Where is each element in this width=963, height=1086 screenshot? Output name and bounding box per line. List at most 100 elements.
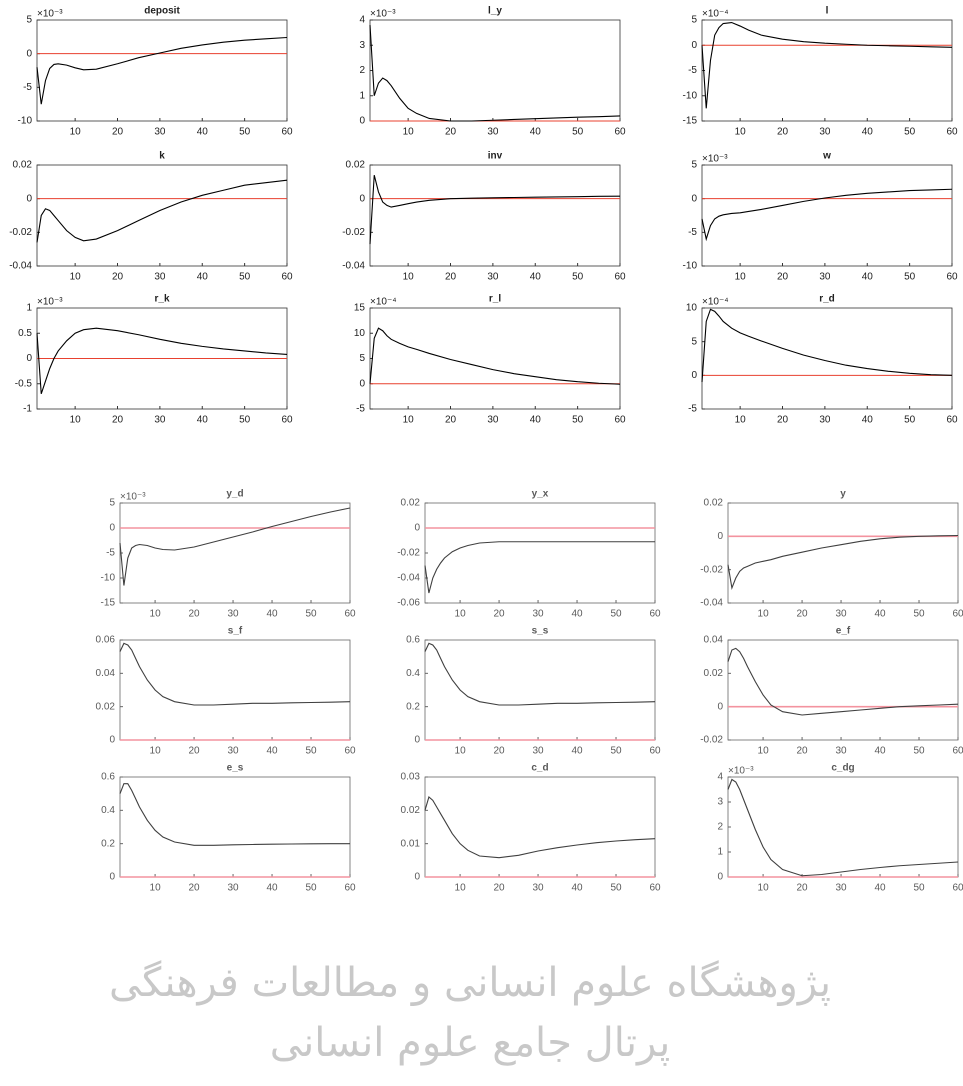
subplot: -0.04 -0.02 0 0.02 10 20 30 40 50 60 inv [342,151,626,283]
x-tick-label: 50 [913,746,925,757]
subplot-title: s_f [228,626,243,637]
plot-frame [369,164,621,267]
subplot-title: y [840,489,846,500]
x-tick-label: 30 [154,272,166,283]
response-line [36,179,288,243]
response-line [369,327,621,385]
y-tick-label: 0 [109,735,115,746]
y-tick-label: 0 [691,40,697,51]
y-tick-label: 1 [359,90,365,101]
plot-frame [727,639,959,741]
x-tick-label: 10 [758,746,770,757]
plot-frame [727,776,959,878]
x-tick-label: 20 [445,127,457,138]
y-tick-label: 0.5 [18,328,32,339]
y-tick-label: 3 [359,40,365,51]
y-tick-label: 0.02 [346,160,366,171]
y-tick-label: 0 [691,370,697,381]
x-tick-label: 50 [572,127,584,138]
y-tick-label: 3 [717,797,723,808]
x-tick-label: 40 [197,127,209,138]
y-tick-label: 0 [414,735,420,746]
subplot-title: inv [488,151,503,162]
x-tick-label: 10 [70,415,82,426]
x-tick-label: 50 [239,272,251,283]
subplot: -0.02 0 0.02 0.04 10 20 30 40 50 60 e_f [700,626,963,757]
y-tick-label: 10 [354,328,366,339]
y-tick-label: 1 [26,303,32,314]
x-tick-label: 10 [150,883,162,894]
plot-frame [36,164,288,267]
x-tick-label: 10 [758,609,770,620]
subplot-title: deposit [144,6,180,17]
subplot: 0 0.02 0.04 0.06 10 20 30 40 50 60 s_f [96,626,356,757]
x-tick-label: 30 [835,746,847,757]
subplot-title: r_k [154,294,169,305]
subplot: 0 0.2 0.4 0.6 10 20 30 40 50 60 s_s [406,626,661,757]
axis-exponent: ×10⁻³ [120,492,146,503]
x-tick-label: 30 [835,883,847,894]
y-tick-label: 5 [691,160,697,171]
x-tick-label: 10 [150,609,162,620]
x-tick-label: 50 [572,272,584,283]
subplot: 0 1 2 3 4 10 20 30 40 50 60 c_dg ×10⁻³ [717,763,963,894]
y-tick-label: -10 [683,90,698,101]
x-tick-label: 60 [614,415,626,426]
y-tick-label: 0.01 [401,838,421,849]
x-tick-label: 30 [532,609,544,620]
axis-exponent: ×10⁻⁴ [702,9,729,20]
subplot: 0 0.2 0.4 0.6 10 20 30 40 50 60 e_s [101,763,356,894]
x-tick-label: 40 [874,883,886,894]
y-tick-label: 0.02 [96,701,116,712]
subplot-title: r_l [489,294,501,305]
y-tick-label: 0 [109,872,115,883]
x-tick-label: 20 [494,609,506,620]
x-tick-label: 40 [530,415,542,426]
x-tick-label: 60 [952,609,963,620]
plot-frame [369,19,621,122]
x-tick-label: 50 [305,609,317,620]
y-tick-label: -10 [101,573,116,584]
y-tick-label: 0 [414,872,420,883]
x-tick-label: 40 [530,272,542,283]
x-tick-label: 20 [777,415,789,426]
x-tick-label: 60 [946,127,958,138]
y-tick-label: 0.4 [101,805,115,816]
x-tick-label: 30 [819,415,831,426]
x-tick-label: 40 [530,127,542,138]
subplot-title: y_d [226,489,243,500]
x-tick-label: 60 [344,746,356,757]
x-tick-label: 10 [735,127,747,138]
y-tick-label: 5 [691,336,697,347]
y-tick-label: 0 [717,872,723,883]
watermark: پژوهشگاه علوم انسانی و مطالعات فرهنگی [109,960,831,1006]
response-line [36,327,288,395]
y-tick-label: 0 [717,531,723,542]
response-line [424,541,655,594]
x-tick-label: 30 [487,415,499,426]
y-tick-label: 2 [717,822,723,833]
x-tick-label: 40 [862,127,874,138]
x-tick-label: 50 [239,127,251,138]
y-tick-label: -0.02 [700,735,723,746]
y-tick-label: -5 [688,404,697,415]
subplot: -0.04 -0.02 0 0.02 10 20 30 40 50 60 y [700,489,963,620]
y-tick-label: -5 [688,65,697,76]
axis-exponent: ×10⁻³ [37,297,63,308]
y-tick-label: 0 [359,116,365,127]
x-tick-label: 10 [403,127,415,138]
x-tick-label: 30 [819,127,831,138]
x-tick-label: 20 [189,609,201,620]
y-tick-label: -0.04 [9,261,32,272]
subplot: -15 -10 -5 0 5 10 20 30 40 50 60 y_d ×10⁻³ [101,489,356,620]
plot-frame [424,639,656,741]
x-tick-label: 10 [70,127,82,138]
x-tick-label: 50 [913,609,925,620]
x-tick-label: 20 [797,609,809,620]
response-line [701,308,953,383]
x-tick-label: 60 [614,272,626,283]
y-tick-label: 5 [109,498,115,509]
x-tick-label: 30 [227,883,239,894]
x-tick-label: 30 [487,272,499,283]
